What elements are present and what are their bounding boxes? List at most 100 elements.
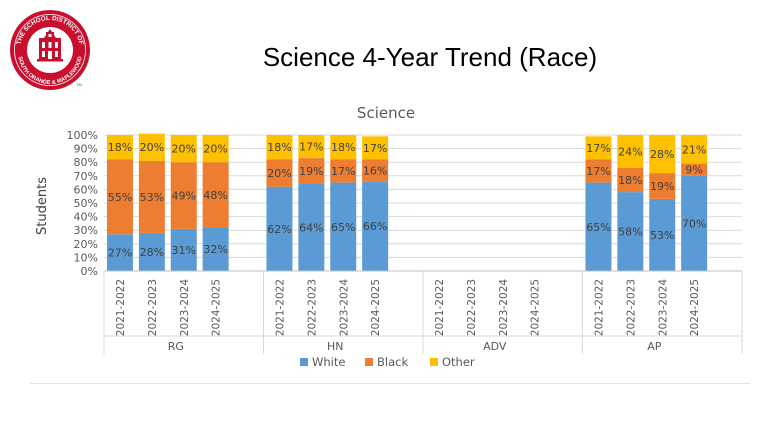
- bar-other: [170, 135, 197, 163]
- bar-black: [681, 163, 708, 176]
- data-label: 70%: [682, 217, 706, 230]
- x-tick-label: 2024-2025: [211, 279, 223, 336]
- data-label: 27%: [108, 247, 132, 260]
- data-label: 28%: [140, 246, 164, 259]
- chart-title: Science: [357, 104, 415, 122]
- data-label: 9%: [685, 164, 702, 177]
- bar-black: [202, 162, 229, 228]
- x-tick-label: 2021-2022: [274, 279, 286, 336]
- data-label: 65%: [586, 221, 610, 234]
- legend-label: Black: [377, 355, 408, 369]
- x-tick-label: 2024-2025: [689, 279, 701, 336]
- x-axis: 2021-2022 2022-2023 2023-2024 2024-2025 RG 20…: [103, 270, 743, 354]
- bar-black: [106, 159, 133, 235]
- data-label: 20%: [203, 143, 227, 156]
- y-tick-label: 90%: [74, 143, 98, 156]
- bar-white: [106, 234, 133, 271]
- bar-black: [362, 159, 389, 182]
- bar-white: [170, 228, 197, 271]
- group-label: RG: [168, 340, 184, 353]
- group-label: AP: [647, 340, 662, 353]
- x-tick-label: 2024-2025: [530, 279, 542, 336]
- data-label: 48%: [203, 189, 227, 202]
- bar-black: [617, 167, 644, 193]
- legend-swatch: [430, 358, 438, 366]
- y-tick-label: 10%: [74, 251, 98, 264]
- data-label: 58%: [618, 226, 642, 239]
- legend-swatch: [300, 358, 308, 366]
- y-axis-label: Students: [35, 177, 50, 235]
- bar-other: [617, 135, 644, 168]
- bars: 27% 55% 18% 28% 53% 20% 31% 49% 20% 32% 48% 20% 62% 2…: [106, 133, 708, 271]
- data-label: 24%: [618, 145, 642, 158]
- bar-other: [202, 135, 229, 163]
- y-tick-label: 40%: [74, 211, 98, 224]
- data-label: 16%: [363, 164, 387, 177]
- data-label: 65%: [331, 221, 355, 234]
- y-axis-ticks: 0%10%20%30%40%50%60%70%80%90%100%: [67, 129, 98, 278]
- district-logo: THE SCHOOL DISTRICT OF SOUTH ORANGE & MA…: [8, 8, 92, 92]
- x-tick-label: 2022-2023: [306, 279, 318, 336]
- bar-black: [585, 159, 612, 183]
- bar-black: [649, 173, 676, 199]
- y-tick-label: 100%: [67, 129, 98, 142]
- data-label: 28%: [650, 148, 674, 161]
- x-tick-label: 2021-2022: [115, 279, 127, 336]
- bar-white: [202, 227, 229, 271]
- data-label: 19%: [650, 180, 674, 193]
- y-tick-label: 20%: [74, 238, 98, 251]
- y-tick-label: 0%: [81, 265, 98, 278]
- chart: Science Students 0% 10% 20% 30% 40% 50% 60% 70%…: [0, 96, 771, 386]
- x-tick-label: 2023-2024: [657, 279, 669, 337]
- bar-other: [106, 135, 133, 160]
- bar-black: [266, 159, 293, 187]
- footer-divider: [30, 383, 750, 384]
- gridlines: [104, 134, 742, 272]
- data-label: 53%: [650, 229, 674, 242]
- data-label: 18%: [267, 141, 291, 154]
- bar-white: [330, 182, 357, 271]
- x-tick-label: 2023-2024: [179, 279, 191, 337]
- bar-other: [362, 136, 389, 160]
- bar-white: [585, 182, 612, 271]
- x-tick-label: 2022-2023: [466, 279, 478, 336]
- legend-label: Other: [442, 355, 475, 369]
- bar-white: [138, 232, 165, 271]
- data-label: 17%: [586, 142, 610, 155]
- bar-white: [266, 186, 293, 271]
- y-tick-label: 60%: [74, 183, 98, 196]
- data-label: 66%: [363, 220, 387, 233]
- data-label: 17%: [586, 165, 610, 178]
- bar-white: [362, 181, 389, 271]
- data-label: 55%: [108, 191, 132, 204]
- bar-other: [138, 133, 165, 161]
- y-tick-label: 30%: [74, 224, 98, 237]
- data-label: 19%: [299, 165, 323, 178]
- data-label: 62%: [267, 223, 291, 236]
- data-label: 17%: [331, 165, 355, 178]
- bar-other: [330, 135, 357, 160]
- bar-black: [298, 158, 325, 184]
- slide-title: Science 4-Year Trend (Race): [262, 42, 598, 72]
- data-label: 53%: [140, 191, 164, 204]
- bar-other: [585, 136, 612, 160]
- data-label: 32%: [203, 243, 227, 256]
- legend: White Black Other: [300, 355, 475, 369]
- y-tick-label: 70%: [74, 170, 98, 183]
- data-label: 20%: [140, 141, 164, 154]
- data-label: 18%: [108, 141, 132, 154]
- data-label: 18%: [618, 174, 642, 187]
- data-label: 31%: [172, 244, 196, 257]
- x-tick-label: 2022-2023: [147, 279, 159, 336]
- group-label: ADV: [483, 340, 507, 353]
- y-tick-label: 80%: [74, 156, 98, 169]
- group-label: HN: [327, 340, 344, 353]
- data-label: 64%: [299, 221, 323, 234]
- bar-other: [266, 135, 293, 160]
- x-tick-label: 2023-2024: [338, 279, 350, 337]
- bar-other: [298, 135, 325, 159]
- bar-other: [681, 135, 708, 164]
- legend-swatch: [365, 358, 373, 366]
- data-label: 18%: [331, 141, 355, 154]
- bar-white: [649, 198, 676, 271]
